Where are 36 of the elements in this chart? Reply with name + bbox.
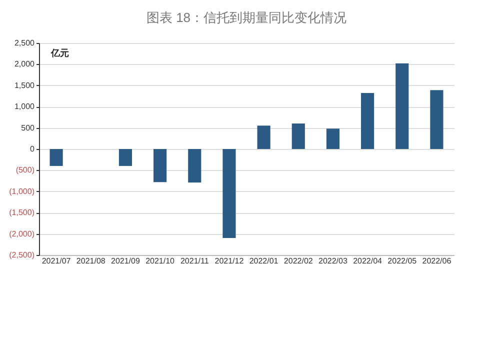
bar <box>118 149 132 166</box>
y-tick-label: 2,000 <box>14 60 36 69</box>
y-tick-label: (2,500) <box>9 250 35 260</box>
x-tick-label: 2022/05 <box>388 256 418 266</box>
bar <box>326 128 340 149</box>
y-tick-label: 2,500 <box>14 38 36 48</box>
y-tick-label: 1,500 <box>14 80 36 90</box>
y-tick-label: (1,000) <box>9 186 35 196</box>
bar <box>396 63 409 149</box>
x-tick-label: 2022/02 <box>284 256 314 266</box>
y-tick-label: 500 <box>21 123 36 132</box>
bar <box>188 149 202 182</box>
bar <box>361 93 374 149</box>
x-tick-label: 2021/10 <box>146 256 176 266</box>
x-tick-label: 2022/04 <box>353 256 383 266</box>
bar <box>257 126 270 149</box>
x-tick-label: 2021/07 <box>42 256 72 266</box>
bar <box>154 149 167 182</box>
annotation: 亿元 <box>50 48 69 58</box>
y-tick-label: (2,000) <box>9 229 35 238</box>
y-tick-label: 1,000 <box>14 102 36 112</box>
x-tick-label: 2021/08 <box>76 256 106 266</box>
x-tick-label: 2022/01 <box>249 256 279 266</box>
x-tick-label: 2022/03 <box>318 256 348 266</box>
bar <box>50 149 63 166</box>
y-tick-label: (500) <box>16 166 35 175</box>
x-tick-label: 2021/12 <box>214 256 244 266</box>
bar <box>430 90 444 149</box>
x-tick-label: 2022/06 <box>422 256 452 266</box>
bar <box>292 124 305 149</box>
bar <box>222 149 236 238</box>
x-tick-label: 2021/11 <box>180 256 210 266</box>
chart-title: 图表 18：信托到期量同比变化情况 <box>146 10 347 25</box>
x-tick-label: 2021/09 <box>110 256 140 266</box>
y-tick-label: 0 <box>30 144 36 154</box>
y-tick-label: (1,500) <box>9 208 35 218</box>
